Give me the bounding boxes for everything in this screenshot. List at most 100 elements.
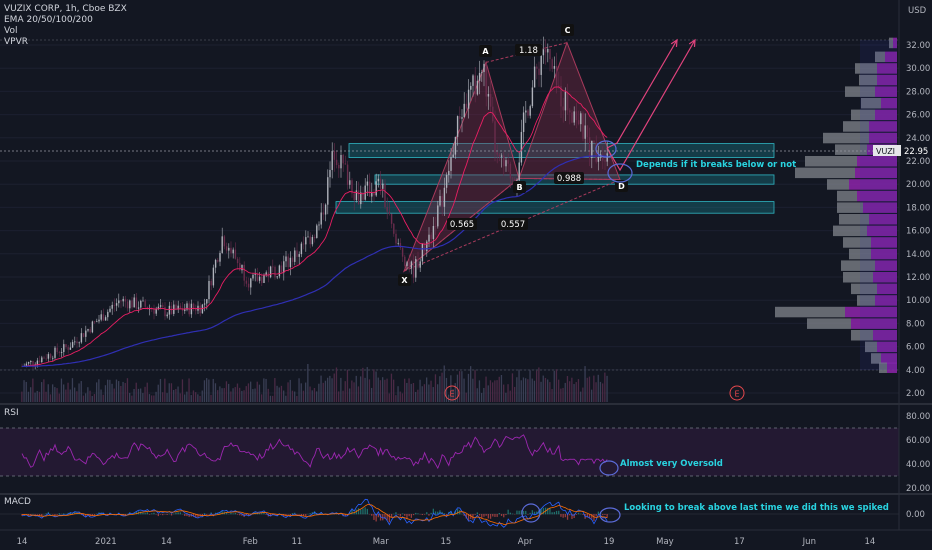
volume-bar xyxy=(210,394,212,402)
volume-bar xyxy=(146,382,148,402)
macd-histogram-bar xyxy=(135,511,137,515)
macd-histogram-bar xyxy=(351,509,353,515)
candle xyxy=(549,48,551,60)
volume-bar xyxy=(577,379,580,402)
volume-bar xyxy=(478,380,481,402)
macd-histogram-bar xyxy=(465,514,467,519)
macd-histogram-bar xyxy=(461,513,463,515)
volume-bar xyxy=(65,389,67,402)
rsi-label[interactable]: RSI xyxy=(4,408,19,418)
vpvr-bar-down xyxy=(881,353,897,364)
candle xyxy=(459,116,461,119)
macd-histogram-bar xyxy=(390,514,393,517)
candle xyxy=(505,160,507,167)
macd-histogram-bar xyxy=(153,512,155,515)
volume-bar xyxy=(419,379,421,402)
macd-histogram-bar xyxy=(538,509,540,515)
macd-histogram-bar xyxy=(478,514,481,516)
macd-label[interactable]: MACD xyxy=(4,497,31,507)
projection-arrow-1[interactable] xyxy=(606,39,678,149)
volume-bar xyxy=(223,388,225,402)
candle xyxy=(265,272,267,276)
volume-bar xyxy=(540,381,542,402)
candle xyxy=(47,354,50,359)
ratio-xa-b-box xyxy=(447,218,477,230)
candle xyxy=(43,357,45,359)
volume-bar xyxy=(96,382,98,402)
vpvr-bar-down xyxy=(855,167,897,179)
macd-histogram-bar xyxy=(531,510,533,515)
macd-histogram-bar xyxy=(470,514,472,519)
candle xyxy=(63,344,65,352)
volume-bar xyxy=(159,378,162,402)
macd-histogram-bar xyxy=(494,514,496,517)
macd-histogram-bar xyxy=(575,514,577,515)
earnings-marker-2[interactable] xyxy=(729,385,745,401)
vol-label[interactable]: Vol xyxy=(4,26,18,36)
volume-bar xyxy=(353,382,355,402)
macd-histogram-bar xyxy=(265,514,267,515)
candle xyxy=(538,68,540,75)
macd-histogram-bar xyxy=(485,514,487,516)
volume-bar xyxy=(25,381,27,402)
earnings-marker-1[interactable] xyxy=(444,385,460,401)
volume-bar xyxy=(181,379,184,402)
volume-bar xyxy=(593,375,595,402)
time-tick-label: 17 xyxy=(734,537,745,547)
volume-bar xyxy=(76,391,78,402)
macd-histogram-bar xyxy=(300,514,302,516)
volume-bar xyxy=(135,382,137,402)
time-tick-label: 15 xyxy=(441,537,452,547)
candle xyxy=(355,190,358,201)
ratio-xb-d-box xyxy=(498,218,528,230)
volume-bar xyxy=(155,391,157,402)
candle xyxy=(155,308,157,314)
price-axis-ticks[interactable]: 32.00 30.00 28.00 26.00 24.00 22.00 20.00 18.00… xyxy=(906,41,930,399)
macd-histogram-bar xyxy=(188,514,190,517)
volume-bar xyxy=(454,383,456,402)
candle xyxy=(604,160,606,162)
macd-histogram-bar xyxy=(320,512,322,515)
time-axis-ticks[interactable]: 14 2021 14 Feb 11 Mar 15 Apr 19 May 17 Jun 14 xyxy=(17,537,876,547)
volume-bar xyxy=(142,393,144,402)
volume-bar xyxy=(256,381,258,402)
macd-histogram-bar xyxy=(454,510,456,515)
volume-bar xyxy=(362,367,364,402)
volume-bar xyxy=(393,379,395,402)
volume-bar xyxy=(252,389,254,402)
volume-bar xyxy=(368,379,371,402)
candle xyxy=(164,306,166,317)
candle xyxy=(430,234,432,240)
macd-histogram-bar xyxy=(558,510,560,515)
candle xyxy=(388,211,391,214)
vpvr-label[interactable]: VPVR xyxy=(4,37,28,47)
macd-histogram-bar xyxy=(516,510,518,515)
vpvr-bar-up xyxy=(843,121,869,132)
ema-line[interactable]: EMA 20/50/100/200 xyxy=(4,15,93,25)
last-price-tag-box xyxy=(873,145,901,156)
volume-bar xyxy=(144,386,146,402)
macd-histogram-bar xyxy=(45,513,47,515)
volume-bar xyxy=(470,366,472,402)
vpvr-value-area xyxy=(860,40,897,370)
candle xyxy=(67,347,69,350)
macd-histogram-bar xyxy=(426,512,428,515)
candle xyxy=(177,305,179,310)
support-zone[interactable] xyxy=(335,201,775,214)
candle xyxy=(313,237,316,238)
volume-bar xyxy=(351,380,353,402)
volume-bar xyxy=(437,384,439,402)
macd-histogram-bar xyxy=(34,514,36,515)
volume-bar xyxy=(412,382,415,402)
volume-bar xyxy=(221,388,223,402)
candle xyxy=(503,155,505,167)
vpvr-bar-down xyxy=(857,156,897,167)
macd-histogram-bar xyxy=(571,514,573,520)
vpvr-bar-up xyxy=(843,272,873,283)
volume-bar xyxy=(459,371,461,402)
candle xyxy=(478,72,481,81)
vpvr-bar-down xyxy=(881,98,897,109)
symbol-line[interactable]: VUZIX CORP, 1h, Cboe BZX xyxy=(4,4,127,14)
volume-bar xyxy=(606,375,608,402)
